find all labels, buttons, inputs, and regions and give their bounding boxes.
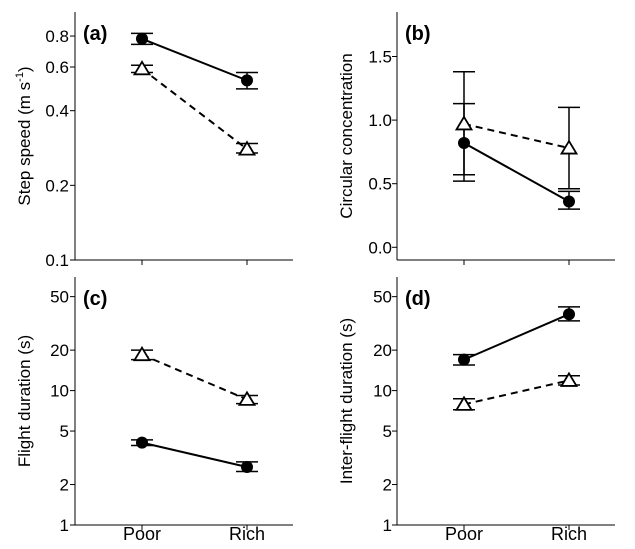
y-tick-label: 0.5 (368, 175, 392, 194)
y-tick-label: 5 (383, 422, 392, 441)
data-point-triangle (237, 390, 257, 406)
y-tick-label: 0.2 (45, 176, 69, 195)
y-tick-label: 50 (50, 288, 69, 307)
data-point-circle (136, 32, 148, 45)
y-tick-label: 5 (60, 422, 69, 441)
data-point-triangle (454, 115, 474, 131)
series-line-dashed (463, 122, 570, 150)
y-axis-label: Step speed (m s-1) (14, 66, 34, 205)
y-tick-label: 1 (60, 516, 69, 535)
y-tick-label: 0.4 (45, 102, 69, 121)
data-point-triangle (132, 60, 152, 76)
panel-label: (b) (405, 23, 431, 45)
y-tick-label: 1.0 (368, 111, 392, 130)
series-line-solid (463, 142, 570, 203)
series-line-solid (463, 313, 570, 361)
x-tick-label: Poor (445, 524, 483, 544)
x-tick-label: Rich (551, 524, 587, 544)
y-tick-label: 50 (373, 288, 392, 307)
data-point-circle (136, 436, 148, 449)
panel-label: (d) (405, 288, 431, 310)
y-tick-label: 1.5 (368, 48, 392, 67)
data-point-triangle (237, 140, 257, 156)
data-point-circle (241, 461, 253, 474)
panel-label: (c) (83, 288, 107, 310)
x-tick-label: Rich (229, 524, 265, 544)
series-line-dashed (141, 353, 248, 401)
y-axis-label: Inter-flight duration (s) (337, 318, 356, 484)
x-tick-label: Poor (123, 524, 161, 544)
series-line-solid (141, 37, 248, 82)
data-point-triangle (454, 395, 474, 411)
y-axis-label: Flight duration (s) (15, 335, 34, 467)
y-tick-label: 20 (373, 341, 392, 360)
panel-label: (a) (83, 23, 107, 45)
y-tick-label: 0.8 (45, 27, 69, 46)
y-axis-label: Circular concentration (337, 53, 356, 218)
data-point-triangle (559, 139, 579, 155)
y-tick-label: 2 (60, 476, 69, 495)
data-point-circle (241, 74, 253, 87)
y-tick-label: 10 (373, 382, 392, 401)
y-tick-label: 0.6 (45, 58, 69, 77)
y-tick-label: 20 (50, 341, 69, 360)
y-tick-label: 1 (383, 516, 392, 535)
series-line-dashed (141, 68, 248, 150)
y-tick-label: 0.1 (45, 251, 69, 270)
y-tick-label: 2 (383, 476, 392, 495)
data-point-triangle (132, 345, 152, 362)
data-point-triangle (559, 371, 579, 387)
y-tick-label: 10 (50, 382, 69, 401)
data-point-circle (563, 195, 575, 208)
y-tick-label: 0.0 (368, 238, 392, 257)
series-line-solid (141, 441, 248, 468)
series-line-dashed (463, 379, 570, 406)
data-point-circle (458, 353, 470, 366)
data-point-circle (563, 308, 575, 321)
